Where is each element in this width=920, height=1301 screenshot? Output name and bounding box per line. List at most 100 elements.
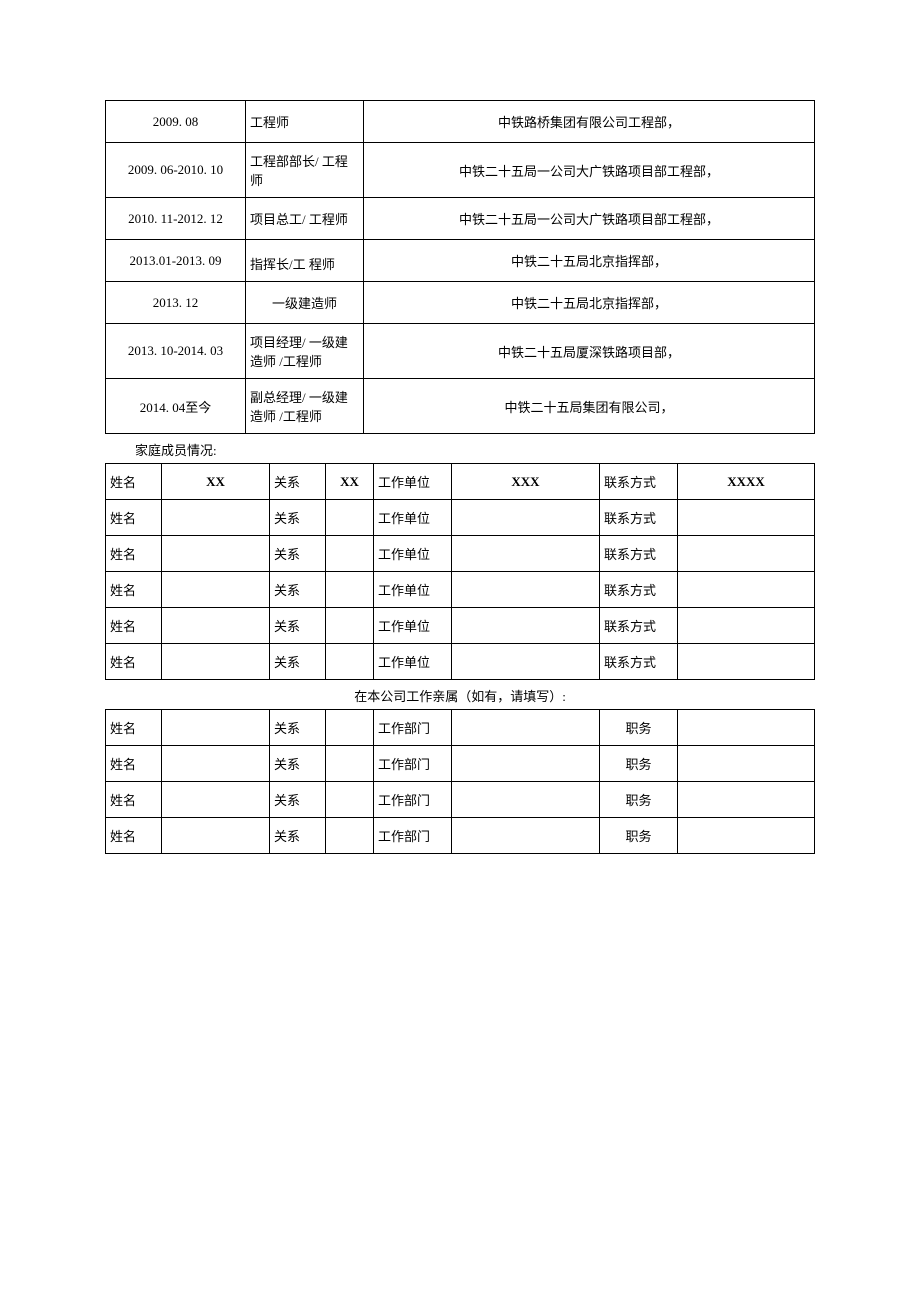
family-relation-label: 关系 [270, 536, 326, 572]
family-workunit-value [452, 500, 600, 536]
family-row: 姓名XX关系XX工作单位XXX联系方式XXXX [106, 464, 815, 500]
rel-relation-value [326, 710, 374, 746]
work-role-cell: 项目总工/ 工程师 [246, 198, 364, 240]
rel-position-label: 职务 [600, 710, 678, 746]
family-contact-value [678, 644, 815, 680]
work-history-row: 2009. 08工程师中铁路桥集团有限公司工程部， [106, 101, 815, 143]
rel-dept-value [452, 818, 600, 854]
work-date-cell: 2013. 10-2014. 03 [106, 324, 246, 379]
work-role-cell: 指挥长/工 程师 [246, 240, 364, 282]
family-contact-value [678, 572, 815, 608]
family-name-value [162, 536, 270, 572]
rel-position-value [678, 746, 815, 782]
rel-position-value [678, 710, 815, 746]
family-contact-label: 联系方式 [600, 464, 678, 500]
work-role-cell: 工程师 [246, 101, 364, 143]
rel-name-label: 姓名 [106, 782, 162, 818]
rel-position-label: 职务 [600, 746, 678, 782]
family-contact-label: 联系方式 [600, 536, 678, 572]
family-relation-value [326, 644, 374, 680]
work-history-table: 2009. 08工程师中铁路桥集团有限公司工程部，2009. 06-2010. … [105, 100, 815, 434]
family-relation-value [326, 500, 374, 536]
family-relation-label: 关系 [270, 500, 326, 536]
rel-dept-label: 工作部门 [374, 746, 452, 782]
work-history-row: 2013.01-2013. 09指挥长/工 程师中铁二十五局北京指挥部， [106, 240, 815, 282]
family-name-label: 姓名 [106, 572, 162, 608]
rel-position-value [678, 782, 815, 818]
family-contact-value: XXXX [678, 464, 815, 500]
rel-relation-label: 关系 [270, 782, 326, 818]
rel-name-label: 姓名 [106, 818, 162, 854]
work-date-cell: 2014. 04至今 [106, 379, 246, 434]
family-relation-value [326, 608, 374, 644]
work-date-cell: 2009. 06-2010. 10 [106, 143, 246, 198]
rel-name-label: 姓名 [106, 710, 162, 746]
rel-position-label: 职务 [600, 782, 678, 818]
family-name-label: 姓名 [106, 608, 162, 644]
rel-dept-label: 工作部门 [374, 782, 452, 818]
work-date-cell: 2009. 08 [106, 101, 246, 143]
family-name-label: 姓名 [106, 644, 162, 680]
rel-relation-label: 关系 [270, 746, 326, 782]
work-role-cell: 副总经理/ 一级建造师 /工程师 [246, 379, 364, 434]
family-workunit-label: 工作单位 [374, 536, 452, 572]
family-workunit-label: 工作单位 [374, 608, 452, 644]
family-workunit-value [452, 608, 600, 644]
family-contact-label: 联系方式 [600, 608, 678, 644]
work-date-cell: 2013. 12 [106, 282, 246, 324]
family-name-value [162, 608, 270, 644]
rel-relation-value [326, 818, 374, 854]
family-name-label: 姓名 [106, 500, 162, 536]
rel-position-value [678, 818, 815, 854]
family-contact-value [678, 500, 815, 536]
family-contact-label: 联系方式 [600, 572, 678, 608]
rel-name-value [162, 782, 270, 818]
rel-dept-label: 工作部门 [374, 710, 452, 746]
work-date-cell: 2013.01-2013. 09 [106, 240, 246, 282]
rel-name-label: 姓名 [106, 746, 162, 782]
relatives-row: 姓名 关系 工作部门 职务 [106, 710, 815, 746]
family-section-label: 家庭成员情况: [105, 434, 815, 463]
work-place-cell: 中铁二十五局北京指挥部， [364, 282, 815, 324]
work-history-row: 2009. 06-2010. 10工程部部长/ 工程师中铁二十五局一公司大广铁路… [106, 143, 815, 198]
rel-position-label: 职务 [600, 818, 678, 854]
family-workunit-label: 工作单位 [374, 644, 452, 680]
relatives-row: 姓名 关系 工作部门 职务 [106, 782, 815, 818]
family-workunit-label: 工作单位 [374, 500, 452, 536]
work-role-cell: 一级建造师 [246, 282, 364, 324]
work-role-cell: 工程部部长/ 工程师 [246, 143, 364, 198]
family-workunit-value [452, 644, 600, 680]
rel-dept-label: 工作部门 [374, 818, 452, 854]
family-row: 姓名关系工作单位联系方式 [106, 536, 815, 572]
rel-name-value [162, 746, 270, 782]
family-relation-value: XX [326, 464, 374, 500]
work-place-cell: 中铁二十五局厦深铁路项目部， [364, 324, 815, 379]
family-row: 姓名关系工作单位联系方式 [106, 572, 815, 608]
family-row: 姓名 关系 工作单位 联系方式 [106, 644, 815, 680]
work-history-row: 2013. 12一级建造师中铁二十五局北京指挥部， [106, 282, 815, 324]
rel-dept-value [452, 710, 600, 746]
work-place-cell: 中铁二十五局北京指挥部， [364, 240, 815, 282]
family-contact-value [678, 608, 815, 644]
family-workunit-label: 工作单位 [374, 464, 452, 500]
rel-relation-label: 关系 [270, 818, 326, 854]
family-relation-label: 关系 [270, 644, 326, 680]
work-place-cell: 中铁二十五局集团有限公司， [364, 379, 815, 434]
rel-dept-value [452, 746, 600, 782]
family-relation-label: 关系 [270, 464, 326, 500]
work-place-cell: 中铁路桥集团有限公司工程部， [364, 101, 815, 143]
family-row: 姓名关系工作单位联系方式 [106, 500, 815, 536]
family-contact-label: 联系方式 [600, 644, 678, 680]
family-contact-value [678, 536, 815, 572]
family-name-value [162, 500, 270, 536]
family-workunit-value [452, 536, 600, 572]
rel-relation-value [326, 782, 374, 818]
family-name-label: 姓名 [106, 464, 162, 500]
rel-name-value [162, 818, 270, 854]
work-role-cell: 项目经理/ 一级建造师 /工程师 [246, 324, 364, 379]
family-row: 姓名关系工作单位联系方式 [106, 608, 815, 644]
relatives-section-label: 在本公司工作亲属（如有，请填写）: [105, 680, 815, 709]
relatives-row: 姓名 关系 工作部门 职务 [106, 746, 815, 782]
relatives-row: 姓名 关系 工作部门 职务 [106, 818, 815, 854]
rel-relation-label: 关系 [270, 710, 326, 746]
